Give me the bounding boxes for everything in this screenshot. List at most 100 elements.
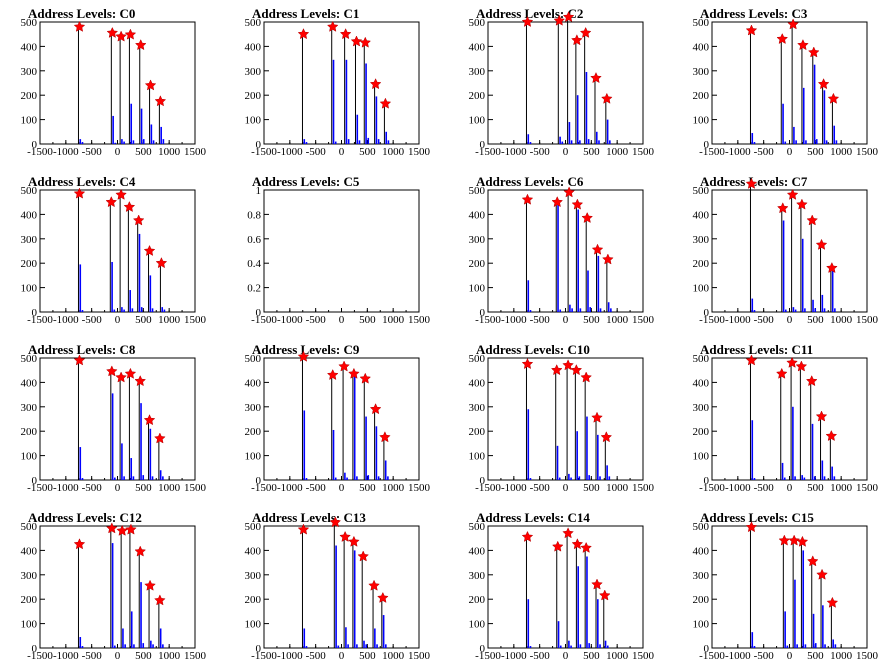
peak-star-marker <box>579 26 592 38</box>
peak-3 <box>562 359 574 480</box>
histogram-bar <box>577 566 579 648</box>
peak-5 <box>359 36 372 145</box>
peak-3 <box>115 371 127 480</box>
y-tick-label: 0 <box>480 643 486 655</box>
peak-star-marker <box>377 591 389 603</box>
plot-frame <box>487 189 644 313</box>
peak-star-marker <box>154 594 166 606</box>
y-tick-label: 400 <box>469 209 486 221</box>
panel-1: Address Levels: C0-1500 -1000 -500 0 500 1000… <box>21 6 207 158</box>
histogram-bar <box>363 640 365 648</box>
y-tick-label: 500 <box>693 185 710 197</box>
histogram-bar <box>382 615 385 648</box>
histogram-bar <box>527 134 530 144</box>
histogram-bar <box>576 95 579 144</box>
histogram-bar <box>303 628 306 648</box>
histogram-bar <box>347 644 349 648</box>
x-tick-label: -1000 <box>501 482 527 494</box>
y-tick-label: 200 <box>693 594 710 606</box>
x-tick-label: 0 <box>787 482 793 494</box>
peak-6 <box>815 410 828 480</box>
x-tick-label: -1500 <box>251 146 277 158</box>
peak-5 <box>580 541 592 648</box>
x-tick-label: -1000 <box>53 650 79 662</box>
x-tick-label: 500 <box>807 146 824 158</box>
peak-1 <box>745 177 758 312</box>
peak-star-marker <box>551 196 564 208</box>
peak-star-marker <box>805 375 818 387</box>
histogram-bar <box>142 139 145 144</box>
histogram-bar <box>586 556 588 648</box>
x-tick-label: 0 <box>563 482 569 494</box>
histogram-bar <box>558 477 561 480</box>
peak-4 <box>348 535 360 648</box>
histogram-bar <box>753 478 756 480</box>
histogram-bar <box>568 122 571 144</box>
histogram-bar <box>121 443 123 480</box>
peak-5 <box>134 375 147 480</box>
x-tick-label: 500 <box>807 482 824 494</box>
histogram-bar <box>597 255 600 312</box>
peak-1 <box>745 521 758 648</box>
peak-6 <box>368 579 380 648</box>
y-tick-label: 200 <box>245 426 262 438</box>
y-tick-label: 400 <box>693 545 710 557</box>
x-tick-label: -500 <box>306 482 327 494</box>
histogram-bar <box>353 373 356 480</box>
histogram-bar <box>792 307 795 312</box>
peak-5 <box>806 214 819 312</box>
peak-2 <box>329 516 342 648</box>
histogram-bar <box>792 406 794 480</box>
histogram-bar <box>334 141 337 144</box>
peak-2 <box>106 26 119 144</box>
y-tick-label: 300 <box>469 66 486 78</box>
panel-title: Address Levels: C13 <box>252 510 366 525</box>
x-tick-label: 500 <box>135 146 152 158</box>
peak-star-marker <box>143 244 156 256</box>
histogram-bar <box>529 646 532 648</box>
peak-star-marker <box>797 39 809 51</box>
peak-5 <box>134 545 147 648</box>
peak-2 <box>551 540 564 648</box>
y-tick-label: 100 <box>469 283 486 295</box>
x-tick-label: 1500 <box>408 650 431 662</box>
peak-5 <box>807 46 820 144</box>
histogram-bar <box>162 139 165 144</box>
peak-star-marker <box>580 541 592 553</box>
histogram-bar <box>81 478 84 480</box>
peak-2 <box>550 364 563 480</box>
peak-7 <box>154 95 167 144</box>
histogram-bar <box>559 645 562 648</box>
y-tick-label: 0 <box>32 475 38 487</box>
histogram-bar <box>376 644 378 648</box>
panel-title: Address Levels: C7 <box>700 174 808 189</box>
y-tick-label: 0 <box>32 643 38 655</box>
y-tick-label: 400 <box>245 41 262 53</box>
y-tick-label: 300 <box>21 570 38 582</box>
peak-star-marker <box>359 36 372 48</box>
peak-star-marker <box>369 78 382 90</box>
peak-7 <box>379 431 391 480</box>
peak-star-marker <box>745 354 758 366</box>
y-tick-label: 500 <box>693 353 710 365</box>
peak-5 <box>806 555 819 648</box>
histogram-bar <box>586 416 588 480</box>
x-tick-label: 500 <box>135 482 152 494</box>
peak-7 <box>155 257 168 312</box>
y-tick-label: 400 <box>21 377 38 389</box>
y-tick-label: 100 <box>693 283 710 295</box>
peak-star-marker <box>815 410 828 422</box>
y-tick-label: 100 <box>21 451 38 463</box>
histogram-bar <box>569 304 571 312</box>
histogram-bar <box>305 478 308 480</box>
histogram-bar <box>751 133 754 144</box>
y-tick-label: 200 <box>693 426 710 438</box>
histogram-bar <box>805 140 807 144</box>
y-tick-label: 300 <box>21 402 38 414</box>
x-tick-label: -1500 <box>27 482 53 494</box>
peak-star-marker <box>73 354 86 366</box>
histogram-bar <box>337 645 340 648</box>
peak-2 <box>106 365 118 480</box>
peak-6 <box>369 78 382 144</box>
y-tick-label: 400 <box>469 41 486 53</box>
